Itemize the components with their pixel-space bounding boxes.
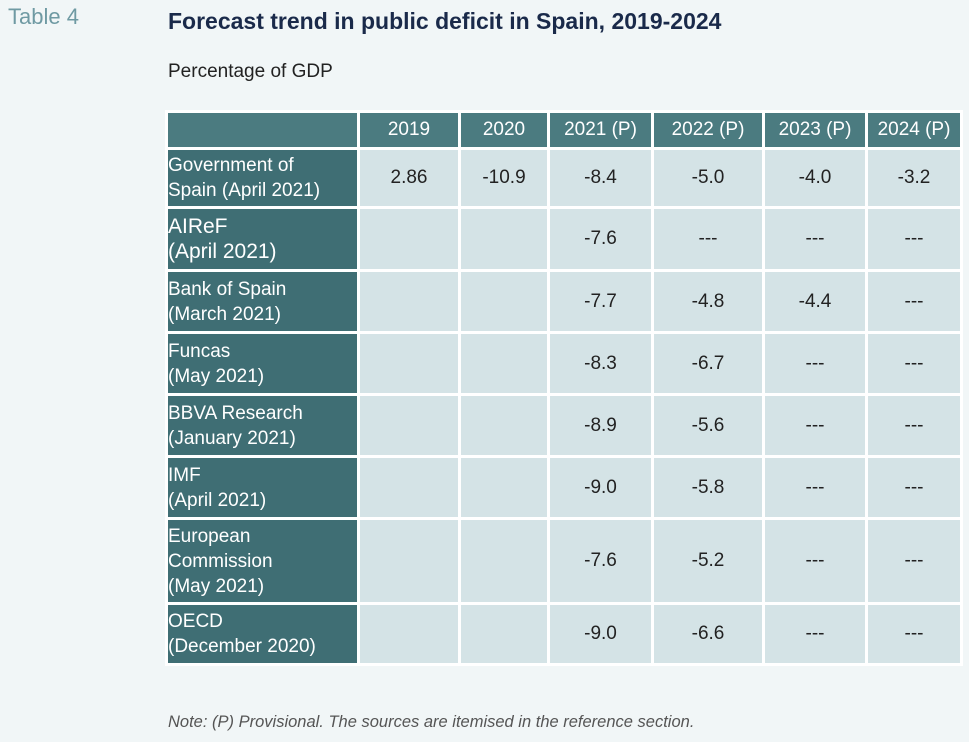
row-header: Funcas (May 2021) — [168, 334, 357, 393]
header-row: 2019 2020 2021 (P) 2022 (P) 2023 (P) 202… — [168, 113, 960, 147]
column-header: 2021 (P) — [550, 113, 651, 147]
row-header: IMF (April 2021) — [168, 458, 357, 517]
table-cell — [461, 272, 547, 331]
column-header: 2019 — [360, 113, 458, 147]
table-cell: -7.6 — [550, 209, 651, 269]
table-cell: --- — [765, 605, 865, 663]
row-header: OECD (December 2020) — [168, 605, 357, 663]
table-cell — [360, 209, 458, 269]
table-cell: --- — [654, 209, 762, 269]
table-cell: -7.7 — [550, 272, 651, 331]
table-row: AIReF (April 2021) -7.6 --- --- --- — [168, 209, 960, 269]
table-cell: --- — [765, 396, 865, 455]
row-header: Bank of Spain (March 2021) — [168, 272, 357, 331]
table-cell: -6.7 — [654, 334, 762, 393]
table-cell — [360, 272, 458, 331]
table-cell: -4.0 — [765, 150, 865, 206]
table-cell: --- — [868, 605, 960, 663]
table-cell — [461, 396, 547, 455]
table-cell: -5.6 — [654, 396, 762, 455]
table-cell: -5.8 — [654, 458, 762, 517]
table-cell: --- — [765, 520, 865, 602]
table-cell: -9.0 — [550, 605, 651, 663]
header-corner-cell — [168, 113, 357, 147]
table-cell: --- — [868, 520, 960, 602]
table-cell: -4.4 — [765, 272, 865, 331]
deficit-forecast-table: 2019 2020 2021 (P) 2022 (P) 2023 (P) 202… — [165, 110, 963, 666]
table-row: OECD (December 2020) -9.0 -6.6 --- --- — [168, 605, 960, 663]
table-cell — [461, 334, 547, 393]
table-row: BBVA Research (January 2021) -8.9 -5.6 -… — [168, 396, 960, 455]
table-cell — [461, 605, 547, 663]
row-header: Government of Spain (April 2021) — [168, 150, 357, 206]
row-header: AIReF (April 2021) — [168, 209, 357, 269]
table-cell — [461, 520, 547, 602]
table-row: IMF (April 2021) -9.0 -5.8 --- --- — [168, 458, 960, 517]
table-cell: 2.86 — [360, 150, 458, 206]
table-cell: -7.6 — [550, 520, 651, 602]
column-header: 2020 — [461, 113, 547, 147]
table-row: Government of Spain (April 2021) 2.86 -1… — [168, 150, 960, 206]
table-cell: -6.6 — [654, 605, 762, 663]
table-cell: -9.0 — [550, 458, 651, 517]
table-cell: -8.9 — [550, 396, 651, 455]
table-cell: --- — [765, 209, 865, 269]
table-cell: -4.8 — [654, 272, 762, 331]
table-note: Note: (P) Provisional. The sources are i… — [168, 713, 695, 731]
table-cell: --- — [868, 396, 960, 455]
column-header: 2022 (P) — [654, 113, 762, 147]
table-cell: -8.4 — [550, 150, 651, 206]
column-header: 2024 (P) — [868, 113, 960, 147]
table-cell: --- — [765, 334, 865, 393]
table-cell: --- — [868, 334, 960, 393]
row-header: European Commission (May 2021) — [168, 520, 357, 602]
table-cell: -5.2 — [654, 520, 762, 602]
column-header: 2023 (P) — [765, 113, 865, 147]
table-cell — [360, 605, 458, 663]
table-cell — [360, 520, 458, 602]
table-cell: -5.0 — [654, 150, 762, 206]
table-subtitle: Percentage of GDP — [168, 61, 333, 82]
table-number-label: Table 4 — [8, 4, 79, 29]
table-row: Bank of Spain (March 2021) -7.7 -4.8 -4.… — [168, 272, 960, 331]
table-cell — [461, 209, 547, 269]
table-cell: --- — [868, 272, 960, 331]
table-title: Forecast trend in public deficit in Spai… — [168, 8, 722, 34]
table-cell — [360, 458, 458, 517]
row-header: BBVA Research (January 2021) — [168, 396, 357, 455]
table-cell: -10.9 — [461, 150, 547, 206]
table-cell — [360, 396, 458, 455]
table-row: Funcas (May 2021) -8.3 -6.7 --- --- — [168, 334, 960, 393]
table-cell: --- — [868, 209, 960, 269]
table-cell — [360, 334, 458, 393]
table-cell — [461, 458, 547, 517]
table-cell: --- — [765, 458, 865, 517]
table-row: European Commission (May 2021) -7.6 -5.2… — [168, 520, 960, 602]
table-cell: --- — [868, 458, 960, 517]
table-cell: -8.3 — [550, 334, 651, 393]
table-cell: -3.2 — [868, 150, 960, 206]
